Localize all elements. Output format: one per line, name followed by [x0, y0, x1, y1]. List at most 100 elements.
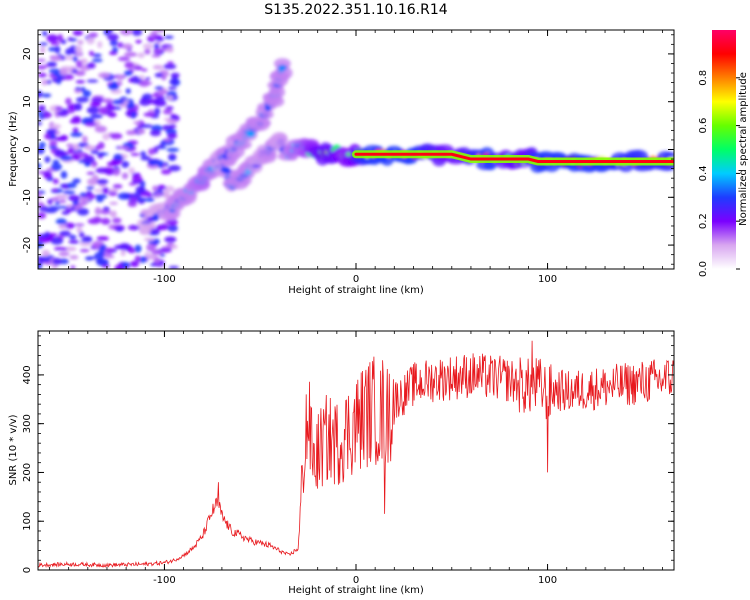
spectrogram-noise-blob [166, 119, 178, 124]
snr-y-tick-label: 400 [22, 365, 33, 384]
spectrogram-noise-blob [154, 72, 164, 78]
spectrogram-noise-blob [65, 246, 77, 252]
spectrogram-noise-blob [38, 58, 46, 62]
spectrogram-noise-blob [84, 145, 96, 151]
spectrogram-noise-blob [55, 194, 68, 200]
spectrogram-noise-blob [109, 201, 119, 205]
spectrogram-noise-blob [60, 155, 73, 161]
spectrogram-ridge-halo [274, 133, 288, 147]
spectrogram-noise-blob [67, 37, 74, 41]
spectrogram-noise-blob [131, 111, 137, 119]
spectrogram-noise-blob [48, 145, 58, 150]
spectrogram-noise-blob [49, 133, 57, 140]
spectrogram-noise-blob [166, 95, 174, 101]
spectrogram-noise-blob [86, 186, 95, 190]
spectrogram-noise-blob [96, 258, 109, 267]
spectrogram-noise-blob [152, 64, 164, 70]
spectrogram-noise-blob [109, 51, 118, 56]
spectrogram-noise-blob [151, 250, 163, 255]
spectrogram-noise-blob [117, 192, 131, 200]
spectrogram-noise-blob [130, 152, 140, 157]
spectrogram-noise-blob [108, 188, 119, 192]
spectrogram-noise-blob [128, 249, 136, 254]
spectrogram-noise-blob [52, 78, 58, 82]
spectrogram-noise-blob [70, 265, 76, 269]
spectrogram-noise-blob [137, 52, 145, 59]
spectrogram-noise-blob [112, 217, 122, 224]
spectrogram-noise-blob [46, 129, 57, 135]
spectrogram-noise-blob [56, 77, 62, 85]
spectrogram-noise-blob [142, 43, 154, 50]
spectrogram-noise-blob [118, 243, 131, 251]
colorbar-tick-label: 0.2 [698, 213, 709, 229]
spectrogram-noise-blob [67, 147, 75, 155]
spectrogram-noise-blob [141, 68, 148, 72]
spectrogram-noise-blob [109, 39, 119, 47]
spectrogram-noise-blob [125, 111, 132, 116]
spectrogram-noise-blob [47, 198, 53, 205]
spectrogram-noise-blob [157, 89, 169, 94]
spectrogram-noise-blob [65, 97, 72, 105]
snr-series-group [38, 340, 674, 568]
spectrogram-noise-blob [168, 265, 179, 269]
spectrogram-noise-blob [61, 210, 70, 215]
spectrogram-noise-blob [121, 172, 129, 180]
spectrogram-noise-blob [170, 72, 180, 78]
spectrogram-noise-blob [92, 161, 98, 166]
spectrogram-noise-blob [114, 264, 124, 269]
spectrogram-noise-blob [104, 255, 115, 259]
spectrogram-noise-blob [86, 36, 95, 45]
spectrogram-noise-blob [39, 46, 46, 54]
spectrogram-noise-blob [74, 103, 83, 111]
spectrogram-noise-blob [41, 79, 48, 86]
spectrogram-noise-blob [50, 197, 60, 202]
spectrogram-noise-blob [153, 257, 161, 264]
spectrogram-noise-blob [151, 54, 161, 58]
spectrogram-noise-blob [86, 62, 96, 69]
spectrogram-noise-blob [142, 93, 153, 100]
spectrogram-noise-blob [45, 79, 52, 85]
spectrogram-noise-blob [69, 234, 77, 240]
spectrogram-noise-blob [38, 65, 47, 70]
spectrogram-noise-blob [164, 185, 175, 193]
spectrogram-noise-blob [154, 192, 163, 196]
spectrogram-noise-blob [54, 106, 63, 111]
spectrogram-noise-blob [62, 190, 76, 195]
spectrogram-noise-blob [164, 35, 174, 40]
spectrogram-noise-blob [91, 97, 104, 104]
spectrogram-noise-blob [79, 248, 90, 253]
colorbar-bar [712, 30, 736, 269]
spectrogram-noise-blob [85, 256, 97, 260]
spectrogram-noise-blob [60, 39, 67, 45]
spectrogram-noise-blob [102, 187, 110, 194]
spectrogram-noise-blob [49, 140, 58, 147]
spectrogram-noise-blob [59, 247, 68, 251]
spectrogram-noise-blob [139, 75, 145, 80]
spectrogram-noise-blob [48, 68, 62, 74]
colorbar-label: Normalized spectral amplitude [738, 72, 749, 226]
spectrogram-noise-blob [95, 167, 109, 174]
spectrogram-noise-blob [104, 247, 115, 253]
spectrogram-noise-blob [113, 153, 123, 161]
spectrogram-noise-blob [86, 106, 100, 114]
spectrogram-y-axis-label: Frequency (Hz) [8, 111, 19, 187]
spectrogram-noise-blob [58, 224, 67, 230]
spectrogram-noise-blob [120, 249, 126, 257]
spectrogram-noise-blob [128, 167, 135, 174]
spectrogram-noise-blob [109, 133, 123, 140]
spectrogram-noise-blob [144, 48, 151, 55]
spectrogram-noise-blob [149, 129, 162, 137]
snr-y-axis-label: SNR (10 * v/v) [8, 414, 19, 485]
spectrogram-noise-blob [145, 197, 155, 202]
spectrogram-noise-blob [147, 159, 160, 166]
spectrogram-noise-blob [41, 93, 52, 98]
spectrogram-noise-blob [167, 61, 174, 65]
spectrogram-noise-blob [75, 86, 81, 91]
spectrogram-noise-blob [74, 223, 85, 227]
snr-x-tick-label: 0 [353, 575, 359, 586]
spectrogram-noise-blob [133, 120, 141, 125]
spectrogram-noise-blob [116, 74, 124, 81]
colorbar-ticks: 0.0 0.2 0.4 0.6 0.8 [698, 70, 740, 277]
spectrogram-noise-blob [133, 65, 143, 71]
spectrogram-ridge-halo [142, 220, 156, 230]
